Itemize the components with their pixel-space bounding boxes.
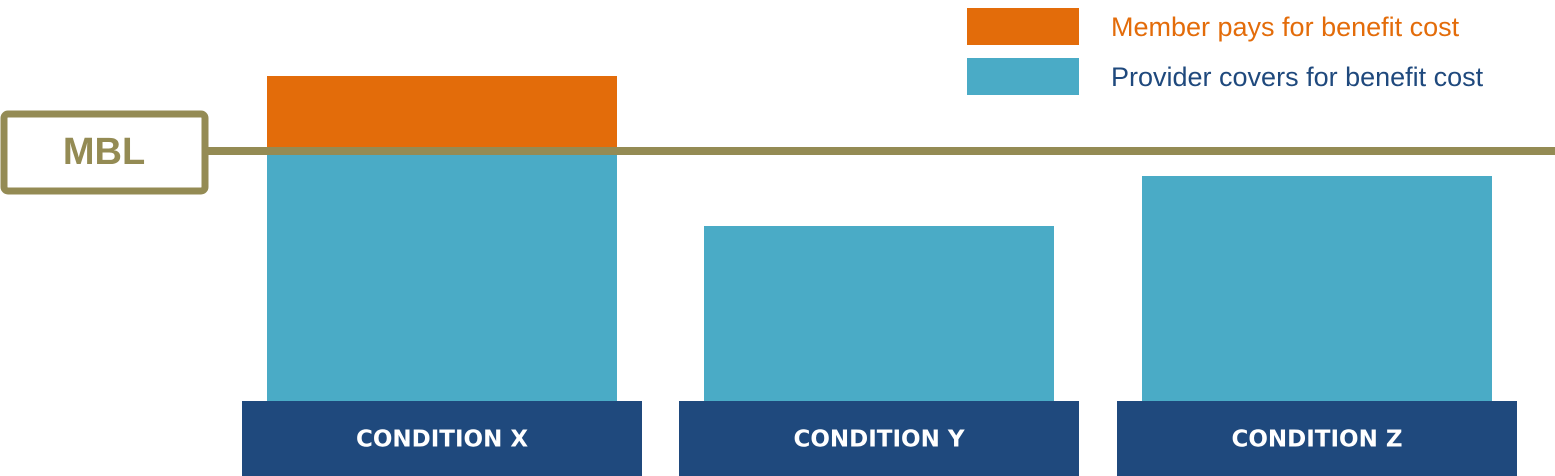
bar-condition-z-provider	[1142, 176, 1492, 401]
bar-condition-x-provider	[267, 151, 617, 401]
bar-condition-y-provider	[704, 226, 1054, 401]
mbl-label-box	[0, 110, 209, 195]
mbl-threshold: MBL	[0, 110, 1555, 195]
category-axis: CONDITION X CONDITION Y CONDITION Z	[242, 401, 1517, 476]
mbl-label: MBL	[63, 131, 145, 173]
legend-swatch-member	[967, 8, 1079, 45]
category-band-condition-x	[242, 401, 642, 476]
category-label-condition-z: CONDITION Z	[1231, 427, 1402, 453]
category-band-condition-y	[679, 401, 1079, 476]
legend: Member pays for benefit cost Provider cov…	[967, 8, 1484, 95]
legend-label-member: Member pays for benefit cost	[1111, 12, 1460, 42]
category-band-condition-z	[1117, 401, 1517, 476]
category-label-condition-x: CONDITION X	[356, 427, 528, 453]
legend-swatch-provider	[967, 58, 1079, 95]
bar-condition-x-member	[267, 76, 617, 151]
legend-label-provider: Provider covers for benefit cost	[1111, 62, 1484, 92]
bars-layer	[267, 76, 1492, 401]
category-label-condition-y: CONDITION Y	[793, 427, 964, 453]
